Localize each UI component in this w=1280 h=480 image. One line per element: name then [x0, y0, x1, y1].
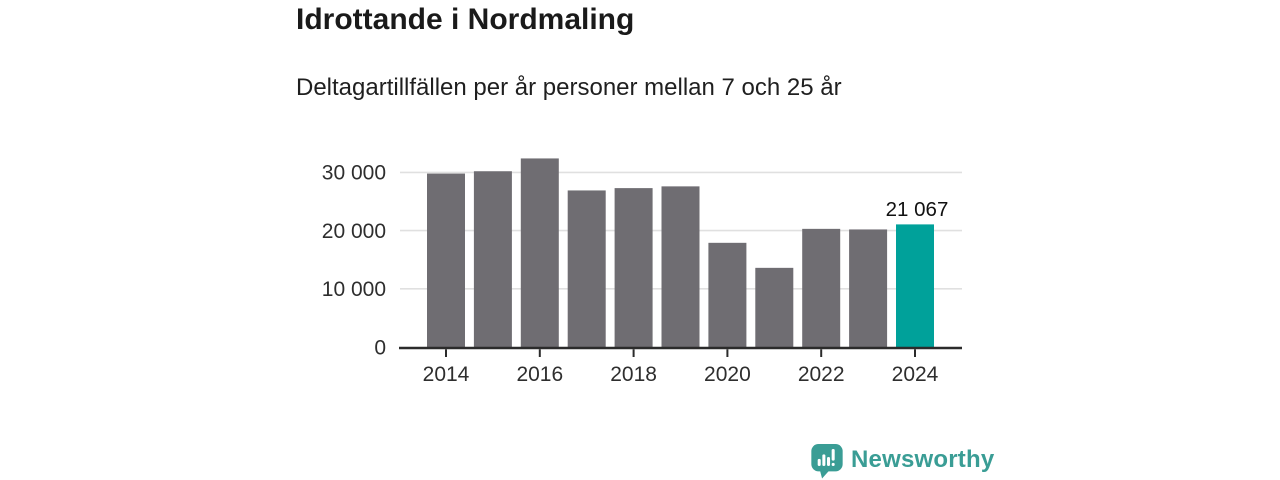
- bar-2021: [755, 267, 794, 347]
- y-tick-label: 10 000: [322, 278, 386, 301]
- bar-2015: [473, 171, 512, 347]
- y-tick-label: 30 000: [322, 162, 386, 185]
- bar-2016: [520, 158, 559, 347]
- x-tick-label: 2016: [516, 363, 563, 386]
- newsworthy-chart-bubble-icon: [811, 443, 843, 478]
- bar-2023: [849, 229, 888, 347]
- bar-2014: [427, 173, 465, 347]
- bar-value-label: 21 067: [886, 198, 949, 221]
- bar-2020: [708, 242, 747, 347]
- x-tick-label: 2018: [610, 363, 657, 386]
- newsworthy-wordmark: Newsworthy: [851, 446, 995, 473]
- x-tick-label: 2024: [892, 363, 939, 386]
- bar-2024: [896, 224, 934, 347]
- bar-2017: [567, 190, 606, 347]
- x-tick-label: 2014: [423, 363, 470, 386]
- y-tick-label: 20 000: [322, 220, 386, 243]
- bar-2019: [661, 186, 700, 347]
- x-tick-label: 2020: [704, 363, 751, 386]
- x-tick-label: 2022: [798, 363, 845, 386]
- chart-subtitle: Deltagartillfällen per år personer mella…: [296, 74, 842, 101]
- bar-2018: [614, 188, 653, 347]
- y-tick-label: 0: [374, 336, 386, 359]
- newsworthy-logo: Newsworthy: [810, 443, 994, 479]
- chart-title: Idrottande i Nordmaling: [296, 3, 635, 36]
- bar-2022: [802, 228, 841, 347]
